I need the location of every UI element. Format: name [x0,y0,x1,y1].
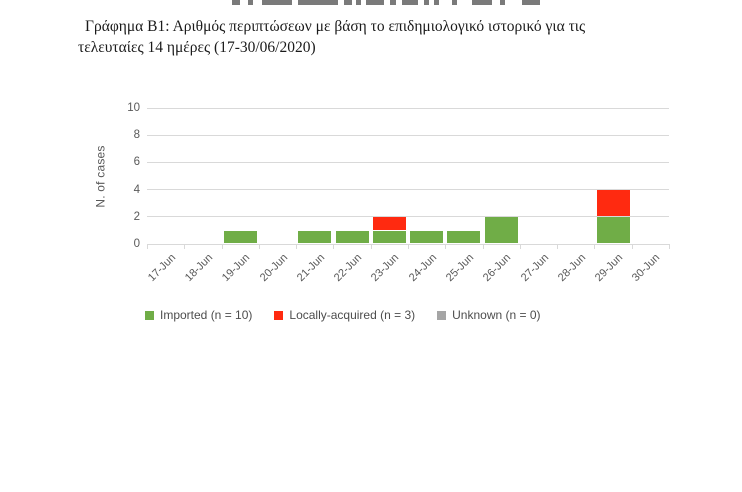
x-axis-tick [221,244,223,249]
legend-label: Locally-acquired (n = 3) [289,308,416,322]
x-axis-tick [370,244,372,249]
bar-segment [596,217,630,244]
legend-item: Imported (n = 10) [145,308,252,322]
cropped-text-fragment [452,0,457,5]
cropped-text-fragment [472,0,492,5]
cropped-text-fragment [390,0,396,5]
gridline [147,107,669,109]
legend: Imported (n = 10) Locally-acquired (n = 3… [145,308,541,322]
cropped-text-fragment [298,0,338,5]
x-axis-tick [258,244,260,249]
y-tick-label: 0 [133,238,140,250]
legend-swatch [145,310,154,320]
x-axis-tick [482,244,484,249]
bar-segment [410,230,444,244]
cropped-text-fragment [248,0,253,5]
legend-label: Imported (n = 10) [160,308,253,322]
bar-segment [298,230,332,244]
x-axis-tick [184,244,186,249]
gridline [147,189,669,191]
legend-swatch [274,310,284,320]
cropped-text-fragment [522,0,540,5]
legend-item: Locally-acquired (n = 3) [274,308,415,322]
x-axis-tick [557,244,559,249]
x-axis-tick [408,244,409,249]
chart-title-line2: τελευταίες 14 ημέρες (17-30/06/2020) [78,39,316,56]
chart-title-line1: Γράφημα Β1: Αριθμός περιπτώσεων με βάση … [85,18,586,35]
bar-segment [372,230,406,244]
cropped-text-fragment [424,0,429,5]
cropped-text-fragment [344,0,352,5]
x-axis-tick [669,244,670,249]
y-tick-label: 6 [133,156,140,169]
x-axis-tick [631,244,633,249]
y-tick-label: 8 [133,129,140,142]
bar-segment [372,217,406,230]
legend-swatch [437,310,447,320]
gridline [147,161,669,163]
x-axis-tick [445,244,447,249]
x-axis-tick [594,244,596,249]
cropped-text-fragment [366,0,384,5]
bar-segment [484,217,518,244]
y-tick-label: 4 [133,183,140,196]
x-axis-tick [296,244,298,249]
cropped-text-fragment [262,0,292,5]
chart-title: Γράφημα Β1: Αριθμός περιπτώσεων με βάση … [78,16,678,58]
y-tick-label: 10 [127,102,140,114]
bar-segment [223,230,257,244]
legend-item: Unknown (n = 0) [437,308,541,322]
cropped-text-fragment [402,0,418,5]
cropped-text-fragment [232,0,240,5]
cropped-text-fragment [434,0,439,5]
x-axis-tick [333,244,335,249]
cropped-text-fragment [356,0,361,5]
gridline [147,216,669,218]
x-axis-tick [147,244,148,249]
x-axis-tick [519,244,521,249]
bar-segment [596,190,630,217]
bar-segment [447,230,481,244]
bar-segment [335,230,369,244]
cropped-text-fragment [500,0,505,5]
y-tick-label: 2 [133,210,140,223]
gridline [147,134,669,136]
legend-label: Unknown (n = 0) [452,308,541,322]
